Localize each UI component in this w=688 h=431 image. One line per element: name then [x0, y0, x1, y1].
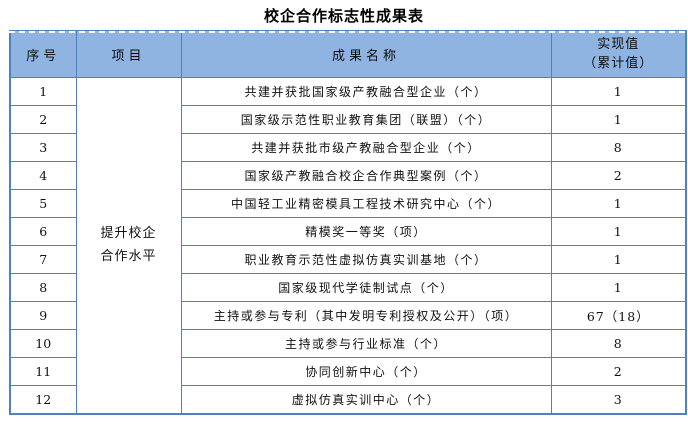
row-number-cell: 12	[9, 385, 77, 414]
header-project: 项目	[75, 30, 182, 78]
header-achievement-name: 成果名称	[180, 30, 552, 78]
value-cell: 1	[550, 217, 687, 246]
table-row: 11 协同创新中心（个） 2	[9, 357, 687, 386]
achievement-name-cell: 共建并获批市级产教融合型企业（个）	[180, 133, 552, 162]
table-row: 10 主持或参与行业标准（个） 8	[9, 329, 687, 358]
value-cell: 3	[550, 385, 687, 414]
achievement-name-cell: 精模奖一等奖（项）	[180, 217, 552, 246]
header-value: 实现值 （累计值）	[550, 30, 687, 78]
achievement-name-cell: 共建并获批国家级产教融合型企业（个）	[180, 77, 552, 106]
row-number-cell: 3	[9, 133, 77, 162]
value-cell: 67（18）	[550, 301, 687, 330]
table-row: 1 提升校企 合作水平 共建并获批国家级产教融合型企业（个） 1	[9, 77, 687, 414]
header-no: 序号	[9, 30, 77, 78]
value-cell: 8	[550, 329, 687, 358]
achievement-name-cell: 主持或参与专利（其中发明专利授权及公开）（项）	[180, 301, 552, 330]
achievement-name-cell: 协同创新中心（个）	[180, 357, 552, 386]
achievement-name-cell: 虚拟仿真实训中心（个）	[180, 385, 552, 414]
value-cell: 8	[550, 133, 687, 162]
row-number-cell: 5	[9, 189, 77, 218]
row-number-cell: 9	[9, 301, 77, 330]
table-row: 9 主持或参与专利（其中发明专利授权及公开）（项） 67（18）	[9, 301, 687, 330]
page-break-dash	[9, 31, 685, 33]
value-cell: 1	[550, 273, 687, 302]
results-table: 序号 项目 成果名称 实现值 （累计值） 1 提升校企 合作水平 共建并获批国家…	[9, 30, 687, 415]
achievement-name-cell: 主持或参与行业标准（个）	[180, 329, 552, 358]
value-cell: 2	[550, 161, 687, 190]
table-body: 1 提升校企 合作水平 共建并获批国家级产教融合型企业（个） 1 2 国家级示范…	[9, 77, 687, 414]
row-number-cell: 2	[9, 105, 77, 134]
achievement-name-cell: 中国轻工业精密模具工程技术研究中心（个）	[180, 189, 552, 218]
table-row: 2 国家级示范性职业教育集团（联盟）（个） 1	[9, 105, 687, 134]
row-number-cell: 7	[9, 245, 77, 274]
value-cell: 1	[550, 105, 687, 134]
table-row: 6 精模奖一等奖（项） 1	[9, 217, 687, 246]
row-number-cell: 8	[9, 273, 77, 302]
table-row: 3 共建并获批市级产教融合型企业（个） 8	[9, 133, 687, 162]
value-cell: 1	[550, 189, 687, 218]
page-title: 校企合作标志性成果表	[263, 7, 424, 25]
row-number-cell: 1	[9, 77, 77, 106]
row-number-cell: 10	[9, 329, 77, 358]
achievement-name-cell: 国家级产教融合校企合作典型案例（个）	[180, 161, 552, 190]
achievement-name-cell: 国家级现代学徒制试点（个）	[180, 273, 552, 302]
value-cell: 1	[550, 245, 687, 274]
table-row: 12 虚拟仿真实训中心（个） 3	[9, 385, 687, 414]
achievement-name-cell: 国家级示范性职业教育集团（联盟）（个）	[180, 105, 552, 134]
header-row: 序号 项目 成果名称 实现值 （累计值）	[9, 30, 687, 78]
project-group-cell: 提升校企 合作水平	[75, 77, 182, 414]
value-cell: 2	[550, 357, 687, 386]
table-row: 5 中国轻工业精密模具工程技术研究中心（个） 1	[9, 189, 687, 218]
table-row: 8 国家级现代学徒制试点（个） 1	[9, 273, 687, 302]
row-number-cell: 4	[9, 161, 77, 190]
achievement-name-cell: 职业教育示范性虚拟仿真实训基地（个）	[180, 245, 552, 274]
value-cell: 1	[550, 77, 687, 106]
row-number-cell: 11	[9, 357, 77, 386]
row-number-cell: 6	[9, 217, 77, 246]
